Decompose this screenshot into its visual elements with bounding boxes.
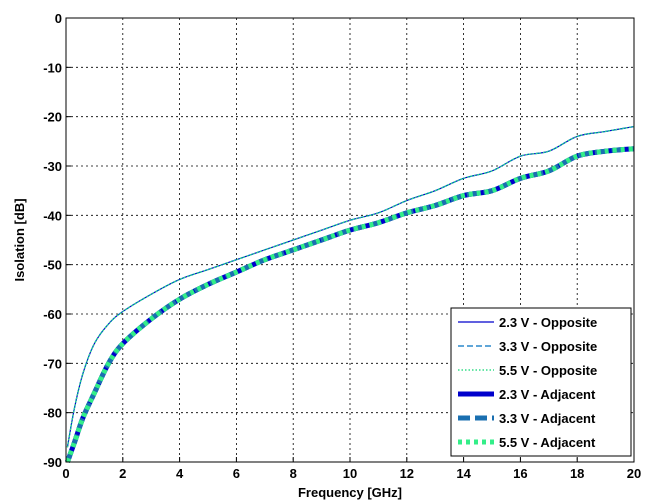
legend-label: 5.5 V - Adjacent: [499, 435, 596, 450]
legend-label: 3.3 V - Opposite: [499, 339, 597, 354]
x-tick-label: 8: [290, 466, 297, 481]
x-tick-label: 0: [62, 466, 69, 481]
x-tick-label: 20: [627, 466, 641, 481]
legend-label: 3.3 V - Adjacent: [499, 411, 596, 426]
series-group: [65, 125, 635, 463]
x-tick-label: 2: [119, 466, 126, 481]
legend-label: 2.3 V - Opposite: [499, 315, 597, 330]
y-tick-label: -50: [43, 258, 62, 273]
x-tick-label: 4: [176, 466, 184, 481]
x-tick-label: 6: [233, 466, 240, 481]
x-tick-label: 18: [570, 466, 584, 481]
x-tick-label: 12: [400, 466, 414, 481]
legend: 2.3 V - Opposite 3.3 V - Opposite 5.5 V - …: [450, 307, 632, 457]
y-tick-label: -20: [43, 110, 62, 125]
x-tick-label: 14: [456, 466, 471, 481]
y-tick-label: -60: [43, 307, 62, 322]
y-tick-label: -80: [43, 406, 62, 421]
y-tick-label: -70: [43, 356, 62, 371]
y-axis-title: Isolation [dB]: [12, 198, 27, 281]
series-line-5-5-v-opposite: [66, 125, 635, 448]
legend-label: 5.5 V - Opposite: [499, 363, 597, 378]
x-tick-label: 10: [343, 466, 357, 481]
x-axis-title: Frequency [GHz]: [298, 485, 402, 500]
y-tick-label: -30: [43, 159, 62, 174]
y-tick-label: -40: [43, 208, 62, 223]
y-tick-label: 0: [55, 11, 62, 26]
x-tick-label: 16: [513, 466, 527, 481]
y-tick-label: -90: [43, 455, 62, 470]
y-tick-label: -10: [43, 60, 62, 75]
series-line-5-5-v-adjacent: [65, 146, 635, 463]
legend-label: 2.3 V - Adjacent: [499, 387, 596, 402]
tick-labels: 0 2 4 6 8 10 12 14 16 18 20 0 -10 -20 -30 -40 -50 -60 -70 -…: [43, 11, 641, 481]
legend-box: [450, 307, 632, 457]
